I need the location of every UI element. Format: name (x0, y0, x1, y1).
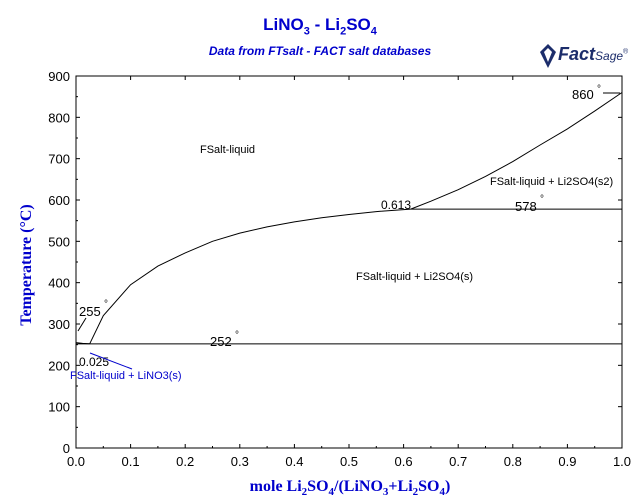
x-tick-label: 0.4 (285, 454, 303, 469)
x-tick-label: 0.1 (122, 454, 140, 469)
y-axis-label: Temperature (°C) (18, 204, 35, 326)
region-label-liquid-lino3: FSalt-liquid + LiNO3(s) (70, 370, 182, 382)
region-label-liquid-li2so4-s: FSalt-liquid + Li2SO4(s) (356, 271, 473, 283)
logo-fact: Fact (558, 44, 596, 64)
x-tick-label: 1.0 (613, 454, 631, 469)
region-label-liquid: FSalt-liquid (200, 144, 255, 156)
y-tick-label: 200 (48, 358, 70, 373)
temp-252-label: 252 (210, 334, 232, 349)
factsage-logo: FactSage® (538, 40, 628, 72)
x-tick-label: 0.6 (395, 454, 413, 469)
chart-subtitle: Data from FTsalt - FACT salt databases (208, 44, 432, 58)
comp-613-label: 0.613 (381, 198, 411, 212)
logo-sage: Sage (595, 49, 624, 63)
y-tick-label: 0 (63, 441, 70, 456)
phase-lines (75, 92, 623, 345)
y-tick-label: 300 (48, 317, 70, 332)
degree-mark: ° (235, 330, 239, 341)
degree-mark: ° (597, 84, 601, 95)
y-tick-label: 700 (48, 152, 70, 167)
x-tick-label: 0.0 (67, 454, 85, 469)
comp-025-label: 0.025 (79, 355, 109, 369)
phase-boundary-liquidus-Li2SO4 (89, 208, 411, 345)
x-tick-label: 0.9 (558, 454, 576, 469)
degree-mark: ° (104, 299, 108, 310)
degree-mark: ° (540, 194, 544, 205)
temp-860-label: 860 (572, 87, 594, 102)
temp-255-label: 255 (79, 304, 101, 319)
y-tick-label: 600 (48, 193, 70, 208)
x-axis-label: mole Li2SO4/(LiNO3+Li2SO4) (249, 478, 451, 499)
x-tick-label: 0.8 (504, 454, 522, 469)
plot-frame (75, 75, 623, 449)
y-tick-label: 400 (48, 276, 70, 291)
y-tick-label: 100 (48, 400, 70, 415)
y-axis: 0 100 200 300 400 500 600 700 800 900 (48, 69, 622, 456)
x-tick-label: 0.2 (176, 454, 194, 469)
factsage-mark-icon (540, 44, 556, 68)
temp-578-label: 578 (515, 199, 537, 214)
x-tick-label: 0.3 (231, 454, 249, 469)
leader-255 (77, 317, 87, 332)
x-tick-label: 0.5 (340, 454, 358, 469)
y-tick-label: 900 (48, 69, 70, 84)
chart-title: LiNO3 - Li2SO4 (263, 15, 377, 38)
x-axis: 0.0 0.1 0.2 0.3 0.4 0.5 0.6 0.7 0.8 0.9 1.0 (67, 76, 631, 469)
y-tick-label: 800 (48, 110, 70, 125)
region-label-liquid-li2so4-s2: FSalt-liquid + Li2SO4(s2) (490, 176, 613, 188)
y-tick-label: 500 (48, 234, 70, 249)
leader-lino3 (89, 352, 133, 370)
logo-registered: ® (623, 48, 629, 56)
x-tick-label: 0.7 (449, 454, 467, 469)
phase-boundary-liquidus-Li2SO4-s2 (410, 92, 623, 210)
